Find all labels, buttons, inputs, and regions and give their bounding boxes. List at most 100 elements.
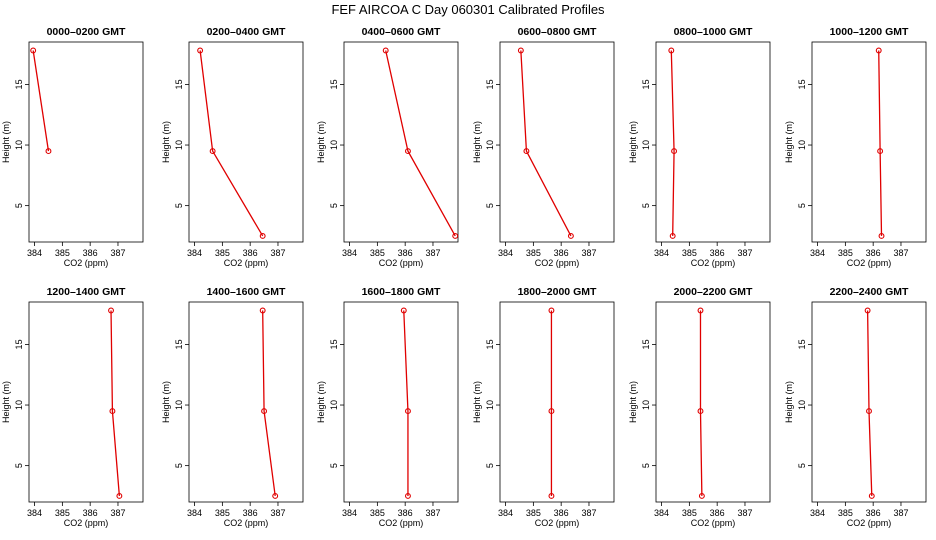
x-tick-label: 384 <box>498 248 513 258</box>
profile-line <box>670 50 675 236</box>
panel-title: 0400–0600 GMT <box>362 26 441 38</box>
x-tick-label: 384 <box>187 508 202 518</box>
y-axis-label: Height (m) <box>628 381 638 423</box>
y-axis-label: Height (m) <box>784 381 794 423</box>
y-tick-label: 10 <box>797 400 807 410</box>
data-point <box>877 148 884 155</box>
x-tick-label: 384 <box>498 508 513 518</box>
plot-frame <box>499 301 615 503</box>
x-tick-label: 386 <box>554 248 569 258</box>
data-point <box>382 47 389 54</box>
x-tick-label: 386 <box>398 508 413 518</box>
y-tick-label: 10 <box>174 140 184 150</box>
x-tick-label: 386 <box>710 508 725 518</box>
y-tick-label: 5 <box>329 463 339 468</box>
y-tick-label: 10 <box>329 400 339 410</box>
y-tick-label: 10 <box>329 140 339 150</box>
y-tick-label: 15 <box>797 79 807 89</box>
x-axis-label: CO2 (ppm) <box>224 258 269 268</box>
y-tick-label: 10 <box>14 140 24 150</box>
plot-frame <box>188 41 304 243</box>
profile-line <box>520 50 572 237</box>
x-tick-label: 384 <box>654 508 669 518</box>
x-tick-label: 384 <box>27 248 42 258</box>
x-tick-label: 387 <box>893 508 908 518</box>
data-point <box>697 307 704 314</box>
data-point <box>261 408 268 415</box>
x-tick-label: 387 <box>110 248 125 258</box>
profile-line <box>866 310 873 496</box>
y-tick-label: 5 <box>641 463 651 468</box>
x-tick-label: 385 <box>838 248 853 258</box>
plot-frame <box>343 41 459 243</box>
y-tick-label: 15 <box>797 339 807 349</box>
y-tick-label: 15 <box>641 79 651 89</box>
x-tick-label: 384 <box>27 508 42 518</box>
data-point <box>405 148 411 155</box>
y-tick-label: 10 <box>174 400 184 410</box>
y-tick-label: 15 <box>329 339 339 349</box>
x-tick-label: 387 <box>110 508 125 518</box>
profile-line <box>110 310 121 496</box>
panel-title: 0000–0200 GMT <box>47 26 126 38</box>
panel-title: 1400–1600 GMT <box>207 286 286 298</box>
data-point <box>259 307 266 314</box>
data-point <box>671 148 678 155</box>
x-tick-label: 387 <box>425 508 440 518</box>
x-tick-label: 386 <box>398 248 413 258</box>
x-axis-label: CO2 (ppm) <box>535 258 580 268</box>
x-tick-label: 384 <box>810 508 825 518</box>
y-axis-label: Height (m) <box>472 381 482 423</box>
plot-frame <box>499 41 615 243</box>
y-tick-label: 15 <box>485 79 495 89</box>
x-tick-label: 385 <box>682 248 697 258</box>
x-tick-label: 386 <box>83 508 98 518</box>
x-axis-label: CO2 (ppm) <box>535 518 580 528</box>
data-point <box>548 408 555 415</box>
data-point <box>567 232 574 239</box>
data-point <box>866 408 872 415</box>
y-tick-label: 10 <box>641 400 651 410</box>
data-point <box>875 47 882 54</box>
profile-line <box>403 310 409 496</box>
x-axis-label: CO2 (ppm) <box>691 518 736 528</box>
y-tick-label: 5 <box>174 463 184 468</box>
x-axis-label: CO2 (ppm) <box>379 258 424 268</box>
y-axis-label: Height (m) <box>161 381 171 423</box>
x-tick-label: 387 <box>270 248 285 258</box>
x-axis-label: CO2 (ppm) <box>224 518 269 528</box>
panel-title: 1600–1800 GMT <box>362 286 441 298</box>
data-point <box>272 492 279 499</box>
profile-line <box>385 50 456 237</box>
x-axis-label: CO2 (ppm) <box>847 518 892 528</box>
x-tick-label: 387 <box>581 248 596 258</box>
panel-title: 2200–2400 GMT <box>830 286 909 298</box>
plot-frame <box>28 41 144 243</box>
data-point <box>523 148 530 155</box>
data-point <box>405 492 411 499</box>
panel-title: 1000–1200 GMT <box>830 26 909 38</box>
profile-line <box>199 50 264 237</box>
x-tick-label: 385 <box>526 508 541 518</box>
data-point <box>259 232 266 239</box>
x-tick-label: 385 <box>370 248 385 258</box>
data-point <box>669 232 676 239</box>
plot-frame <box>343 301 459 503</box>
data-point <box>697 408 704 415</box>
x-tick-label: 386 <box>710 248 725 258</box>
y-tick-label: 5 <box>641 203 651 208</box>
profile-line <box>878 50 883 236</box>
x-tick-label: 387 <box>270 508 285 518</box>
y-axis-label: Height (m) <box>472 121 482 163</box>
y-tick-label: 5 <box>797 463 807 468</box>
x-tick-label: 385 <box>215 248 230 258</box>
data-point <box>108 307 114 314</box>
panel-title: 1200–1400 GMT <box>47 286 126 298</box>
y-tick-label: 15 <box>329 79 339 89</box>
